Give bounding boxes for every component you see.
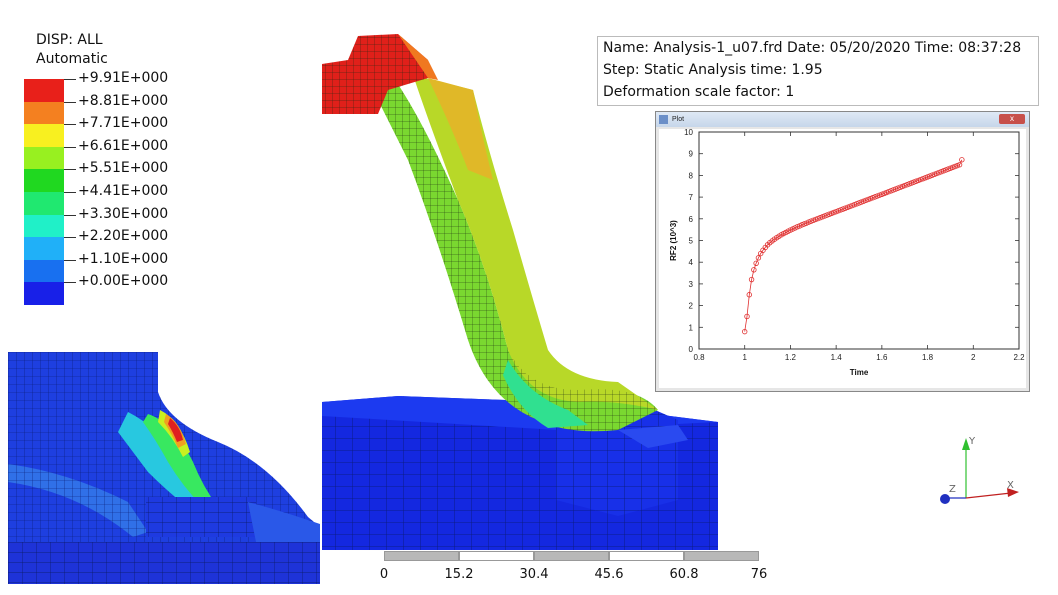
x-axis-arrow [1007, 488, 1019, 497]
legend-swatch [24, 282, 64, 305]
legend-tick [64, 146, 76, 148]
analysis-info-box: Name: Analysis-1_u07.frd Date: 05/20/202… [597, 36, 1039, 106]
info-step: Step: Static Analysis time: 1.95 [603, 62, 823, 78]
plot-window-title: Plot [672, 116, 685, 123]
data-point [751, 267, 757, 273]
plot-window[interactable]: Plot x 0.8 1 1.2 1.4 1.6 1.8 2 2.2 0 1 2 3 4 5 6 7 8 9 10 T… [655, 111, 1030, 392]
y-tick-label: 7 [689, 193, 694, 202]
x-tick-label: 1.2 [785, 353, 797, 362]
legend-label: +4.41E+000 [78, 182, 169, 199]
legend-mode: Automatic [36, 51, 108, 67]
y-tick-label: 6 [689, 215, 694, 224]
y-tick-label: 1 [689, 323, 694, 332]
close-button[interactable]: x [999, 114, 1025, 124]
plot-frame [698, 131, 1020, 350]
axis-label-y: Y [968, 436, 976, 447]
data-point [748, 276, 755, 283]
legend-label: +8.81E+000 [78, 92, 169, 109]
x-axis-label: Time [850, 368, 869, 377]
scale-bar-label: 45.6 [594, 567, 624, 582]
scale-bar-label: 0 [379, 567, 389, 582]
scale-bar-segment [684, 551, 759, 561]
x-tick-label: 2 [971, 353, 976, 362]
legend-label: +3.30E+000 [78, 205, 169, 222]
legend-tick [64, 169, 76, 171]
scale-bar: 0 15.2 30.4 45.6 60.8 76 [380, 551, 767, 591]
legend-tick [64, 214, 76, 216]
plot-area: 0.8 1 1.2 1.4 1.6 1.8 2 2.2 0 1 2 3 4 5 6 7 8 9 10 Time RF2 … [659, 128, 1026, 388]
fea-model-view[interactable] [318, 30, 728, 550]
info-name-date-time: Name: Analysis-1_u07.frd Date: 05/20/202… [603, 40, 1022, 56]
data-point [742, 328, 748, 335]
legend-tick [64, 191, 76, 193]
y-tick-label: 5 [689, 237, 694, 246]
data-point [744, 313, 750, 320]
y-tick-label: 0 [689, 345, 694, 354]
axis-label-x: X [1007, 480, 1014, 491]
data-point [753, 260, 759, 266]
scale-bar-segment [609, 551, 684, 561]
legend-label: +2.20E+000 [78, 228, 169, 245]
legend-title: DISP: ALL [36, 32, 103, 48]
legend-swatch [24, 259, 64, 283]
legend-tick [64, 101, 76, 103]
y-tick-label: 2 [689, 302, 694, 311]
inset-zoom-view[interactable] [8, 352, 320, 584]
legend-label: +6.61E+000 [78, 137, 169, 154]
scale-bar-label: 60.8 [669, 567, 699, 582]
legend-label: +0.00E+000 [78, 273, 169, 290]
scale-bar-segment [534, 551, 609, 561]
legend-swatch [24, 169, 64, 192]
legend-label: +7.71E+000 [78, 115, 169, 132]
data-point [746, 292, 752, 298]
y-axis-label: RF2 (10^3) [669, 220, 678, 261]
scale-bar-label: 15.2 [444, 567, 474, 582]
x-tick-label: 1.6 [876, 353, 888, 362]
x-axis-line [965, 492, 1012, 499]
scale-bar-label: 30.4 [519, 567, 549, 582]
axis-label-z: Z [949, 484, 956, 495]
legend-swatch [24, 146, 64, 170]
rf2-time-chart: 0.8 1 1.2 1.4 1.6 1.8 2 2.2 0 1 2 3 4 5 6 7 8 9 10 Time RF2 … [669, 128, 1025, 377]
axes-triad: Y X Z [940, 436, 1019, 504]
legend-tick [64, 79, 76, 80]
legend-swatch [24, 79, 64, 102]
y-tick-label: 10 [684, 129, 693, 137]
scale-bar-segment [384, 551, 459, 561]
x-tick-label: 1 [742, 353, 747, 362]
data-point [959, 157, 965, 163]
scale-bar-label: 76 [750, 567, 768, 582]
legend-label: +1.10E+000 [78, 250, 169, 267]
x-tick-label: 2.2 [1013, 353, 1025, 362]
legend-tick [64, 237, 76, 239]
scale-bar-segment [459, 551, 534, 561]
app-icon [659, 115, 668, 124]
legend-tick [64, 259, 76, 261]
y-tick-label: 9 [689, 150, 694, 159]
legend-swatch [24, 237, 64, 260]
legend-label: +9.91E+000 [78, 70, 169, 86]
plot-window-titlebar[interactable]: Plot x [656, 112, 1029, 127]
legend-swatch [24, 214, 64, 238]
legend-swatch [24, 124, 64, 147]
data-point [755, 255, 762, 261]
y-tick-label: 3 [689, 280, 694, 289]
x-tick-label: 1.8 [922, 353, 934, 362]
info-scale-factor: Deformation scale factor: 1 [603, 84, 795, 100]
legend-label: +5.51E+000 [78, 160, 169, 177]
y-tick-label: 8 [689, 171, 694, 180]
legend-swatch [24, 191, 64, 215]
y-axis-arrow [962, 438, 970, 450]
legend-swatch [24, 101, 64, 125]
data-point [956, 162, 963, 168]
y-tick-label: 4 [689, 258, 694, 267]
x-tick-label: 1.4 [831, 353, 843, 362]
legend-tick [64, 282, 76, 284]
x-tick-label: 0.8 [693, 353, 705, 362]
legend-tick [64, 124, 76, 126]
z-axis-origin [940, 494, 950, 504]
